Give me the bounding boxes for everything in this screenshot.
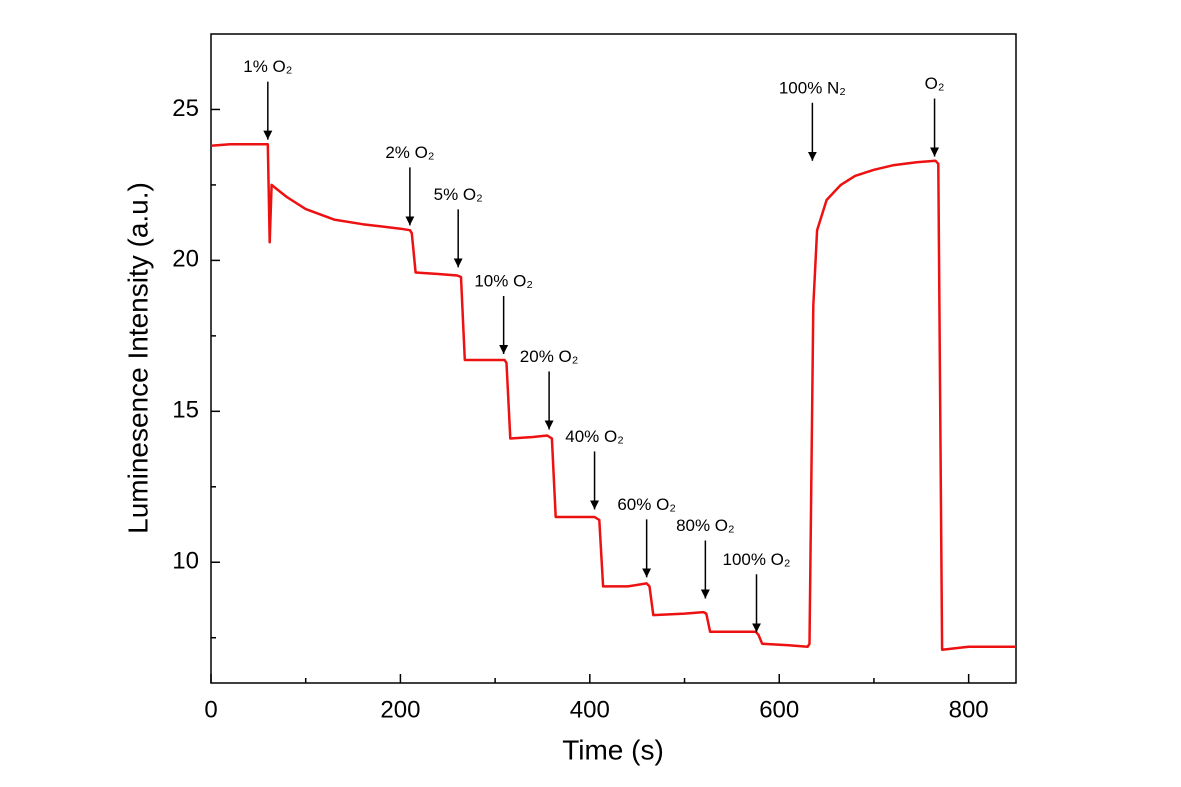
annotation-label: 100% O₂: [722, 550, 790, 569]
x-tick-label: 400: [570, 696, 610, 723]
y-tick-label: 10: [172, 548, 199, 575]
annotation-label: 1% O₂: [243, 57, 292, 76]
x-tick-label: 0: [204, 696, 217, 723]
x-tick-label: 800: [949, 696, 989, 723]
plot-frame: [210, 33, 1017, 684]
annotation-label: 2% O₂: [385, 143, 434, 162]
annotation-label: 80% O₂: [676, 516, 735, 535]
x-tick-label: 200: [380, 696, 420, 723]
annotation-label: 40% O₂: [565, 427, 624, 446]
x-tick-label: 600: [759, 696, 799, 723]
y-axis-label: Luminesence Intensity (a.u.): [122, 182, 153, 534]
y-tick-label: 15: [172, 397, 199, 424]
annotation-label: 100% N₂: [779, 78, 846, 97]
annotation-label: 5% O₂: [434, 185, 483, 204]
annotation-label: O₂: [925, 74, 945, 93]
y-tick-label: 25: [172, 95, 199, 122]
annotation-label: 10% O₂: [474, 271, 533, 290]
annotation-label: 60% O₂: [617, 495, 676, 514]
data-line: [210, 142, 1016, 652]
annotation-label: 20% O₂: [520, 347, 579, 366]
y-tick-label: 20: [172, 246, 199, 273]
x-axis-label: Time (s): [562, 734, 664, 765]
